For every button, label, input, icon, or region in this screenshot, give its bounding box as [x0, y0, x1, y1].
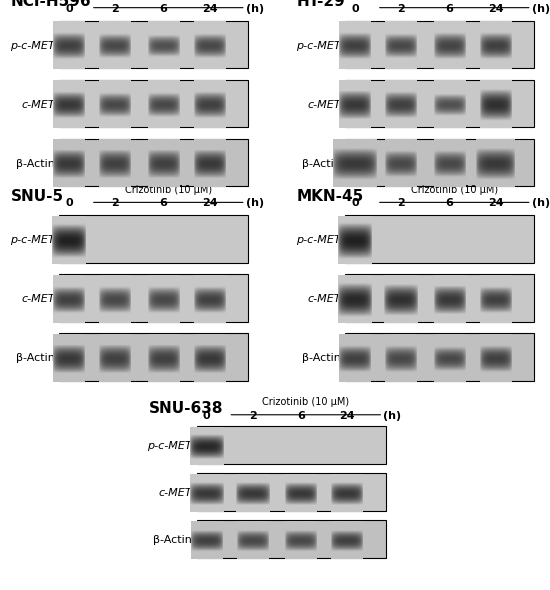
Text: p-c-MET: p-c-MET [10, 41, 54, 51]
Text: (h): (h) [532, 4, 550, 14]
Text: c-MET: c-MET [21, 294, 54, 304]
Text: c-MET: c-MET [307, 294, 340, 304]
FancyBboxPatch shape [59, 139, 248, 186]
FancyBboxPatch shape [345, 215, 534, 263]
Text: 2: 2 [249, 411, 256, 421]
Text: p-c-MET: p-c-MET [296, 41, 340, 51]
FancyBboxPatch shape [197, 426, 386, 464]
Text: β-Actin: β-Actin [16, 353, 54, 363]
Text: 2: 2 [397, 4, 405, 14]
FancyBboxPatch shape [345, 80, 534, 127]
FancyBboxPatch shape [59, 274, 248, 322]
FancyBboxPatch shape [345, 333, 534, 381]
Text: Crizotinib (10 μM): Crizotinib (10 μM) [262, 397, 349, 407]
Text: 6: 6 [297, 411, 305, 421]
Text: β-Actin: β-Actin [16, 159, 54, 169]
FancyBboxPatch shape [345, 274, 534, 322]
Text: 0: 0 [65, 4, 73, 14]
Text: (h): (h) [246, 198, 264, 208]
Text: (h): (h) [532, 198, 550, 208]
Text: SNU-5: SNU-5 [11, 189, 64, 204]
Text: NCI-H596: NCI-H596 [11, 0, 92, 9]
FancyBboxPatch shape [59, 21, 248, 68]
Text: SNU-638: SNU-638 [148, 401, 223, 416]
Text: 0: 0 [351, 198, 359, 208]
FancyBboxPatch shape [345, 139, 534, 186]
Text: Crizotinib (10 μM): Crizotinib (10 μM) [125, 185, 212, 195]
Text: Crizotinib (10 μM): Crizotinib (10 μM) [411, 185, 498, 195]
Text: 2: 2 [111, 4, 119, 14]
Text: 6: 6 [160, 4, 167, 14]
Text: c-MET: c-MET [307, 100, 340, 110]
Text: HT-29: HT-29 [297, 0, 346, 9]
Text: p-c-MET: p-c-MET [296, 235, 340, 245]
Text: c-MET: c-MET [21, 100, 54, 110]
Text: 2: 2 [397, 198, 405, 208]
Text: β-Actin: β-Actin [153, 536, 192, 545]
Text: 24: 24 [488, 4, 503, 14]
Text: 0: 0 [203, 411, 211, 421]
Text: β-Actin: β-Actin [302, 159, 340, 169]
FancyBboxPatch shape [197, 473, 386, 511]
Text: 2: 2 [111, 198, 119, 208]
Text: β-Actin: β-Actin [302, 353, 340, 363]
FancyBboxPatch shape [197, 520, 386, 558]
Text: p-c-MET: p-c-MET [147, 441, 192, 451]
Text: 6: 6 [446, 4, 453, 14]
Text: 6: 6 [446, 198, 453, 208]
Text: 24: 24 [202, 198, 217, 208]
Text: 0: 0 [351, 4, 359, 14]
Text: MKN-45: MKN-45 [297, 189, 364, 204]
Text: (h): (h) [246, 4, 264, 14]
FancyBboxPatch shape [59, 333, 248, 381]
FancyBboxPatch shape [59, 215, 248, 263]
Text: 6: 6 [160, 198, 167, 208]
Text: 24: 24 [488, 198, 503, 208]
Text: p-c-MET: p-c-MET [10, 235, 54, 245]
Text: (h): (h) [383, 411, 402, 421]
FancyBboxPatch shape [59, 80, 248, 127]
FancyBboxPatch shape [345, 21, 534, 68]
Text: 0: 0 [65, 198, 73, 208]
Text: c-MET: c-MET [158, 489, 192, 498]
Text: 24: 24 [339, 411, 355, 421]
Text: 24: 24 [202, 4, 217, 14]
